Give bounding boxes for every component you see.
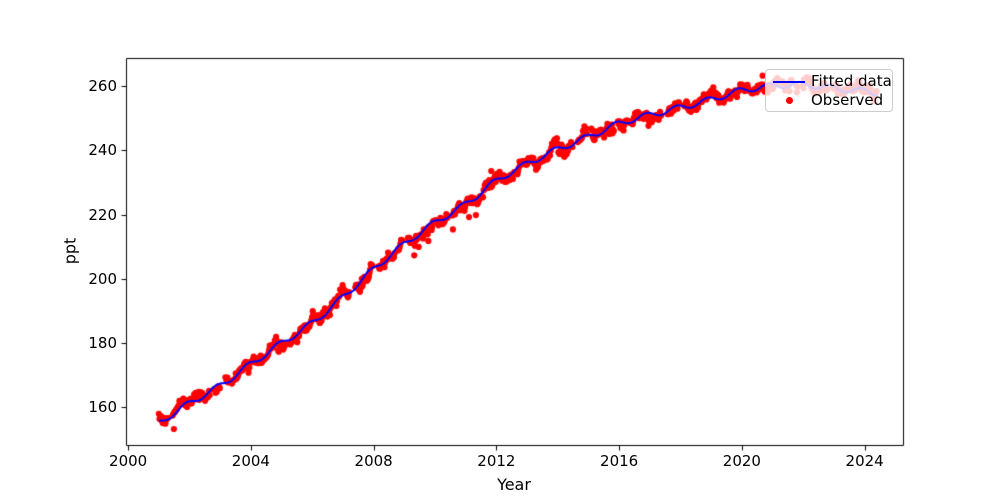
y-tick-label: 160	[88, 398, 117, 417]
y-axis-label: ppt	[60, 237, 80, 265]
legend-label-fitted-data: Fitted data	[811, 72, 892, 90]
x-tick-label: 2020	[722, 452, 761, 470]
x-tick-label: 2024	[845, 452, 884, 470]
x-tick-label: 2004	[231, 452, 270, 470]
observed-marker-icon	[786, 97, 793, 104]
y-tick-label: 260	[88, 76, 117, 95]
x-tick-label: 2000	[109, 452, 148, 470]
y-tick-label: 220	[88, 205, 117, 224]
x-tick-label: 2016	[600, 452, 639, 470]
legend-sample-area	[773, 80, 811, 83]
y-tick-label: 240	[88, 141, 117, 160]
legend-sample-area	[773, 97, 811, 104]
x-axis-label: Year	[497, 475, 531, 494]
legend-item-fitted-data: Fitted data	[773, 72, 892, 91]
legend-label-observed: Observed	[811, 91, 884, 109]
legend[interactable]: Fitted data Observed	[765, 69, 893, 112]
x-tick-label: 2012	[477, 452, 516, 470]
y-tick-label: 200	[88, 269, 117, 288]
legend-item-observed: Observed	[773, 91, 885, 110]
x-tick-label: 2008	[354, 452, 393, 470]
fitted-line-icon	[773, 80, 805, 83]
y-tick-label: 180	[88, 334, 117, 353]
